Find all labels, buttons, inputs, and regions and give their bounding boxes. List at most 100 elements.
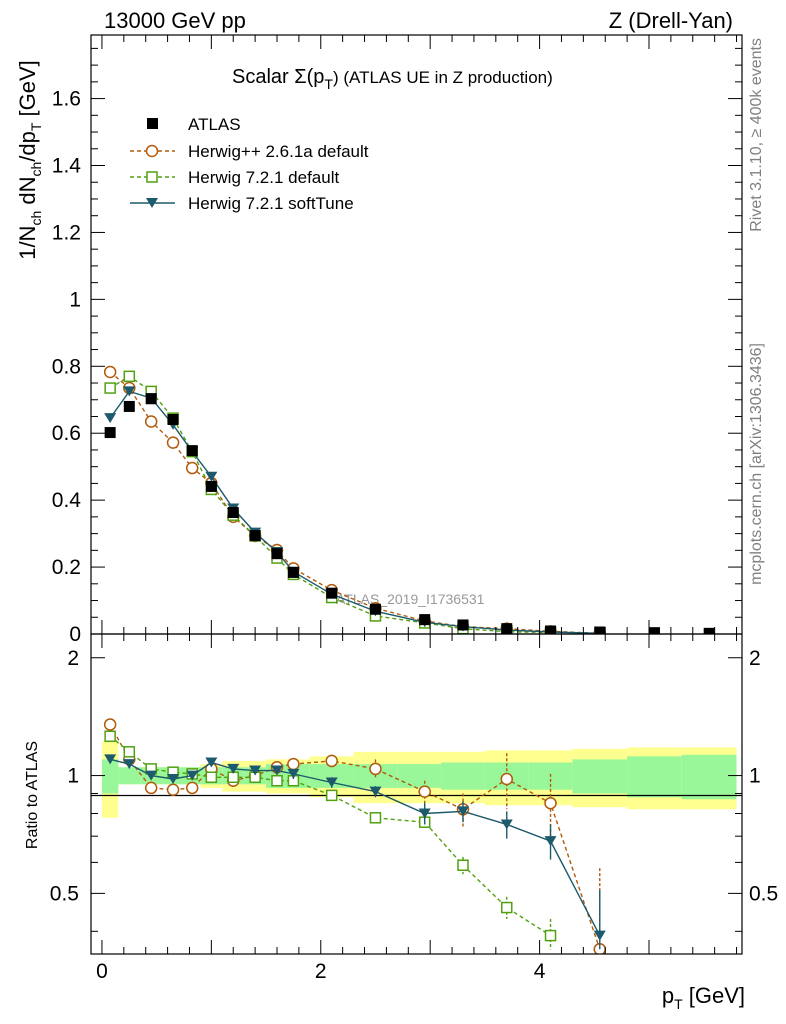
main-panel-series [103, 365, 715, 634]
ratio-point-herwig-7-2-1-softtune-9 [287, 768, 300, 779]
main-point-atlas-12 [419, 614, 431, 626]
main-point-atlas-16 [594, 626, 606, 634]
y-tick-label-8: 1.6 [52, 88, 81, 111]
main-point-atlas-17 [648, 627, 660, 634]
ratio-panel-frame [90, 633, 743, 955]
ratio-point-herwig-7-2-1-softtune-2 [145, 770, 158, 781]
ratio-point-herwig-2-6-1a-default-4 [185, 781, 199, 795]
main-point-herwig-2-6-1a-default-2 [144, 415, 158, 428]
main-point-herwig-7-2-1-default-0 [104, 382, 116, 394]
main-point-herwig-2-6-1a-default-0 [103, 365, 117, 379]
main-point-atlas-15 [545, 625, 557, 634]
ratio-point-herwig-7-2-1-default-5 [205, 771, 218, 784]
main-point-atlas-10 [326, 587, 338, 599]
ratio-y-tick-label-left-0: 0.5 [50, 882, 79, 905]
ratio-panel-series [103, 718, 607, 954]
y-tick-label-4: 0.8 [52, 355, 81, 378]
main-point-herwig-2-6-1a-default-4 [185, 461, 199, 475]
legend-label-herwig7-softtune: Herwig 7.2.1 softTune [188, 194, 354, 213]
main-point-atlas-14 [501, 623, 513, 634]
main-point-atlas-8 [271, 548, 283, 560]
main-point-atlas-13 [457, 619, 469, 631]
legend-marker-atlas [147, 118, 158, 129]
ratio-point-herwig-7-2-1-softtune-10 [325, 777, 338, 788]
ratio-point-herwig-2-6-1a-default-14 [500, 772, 514, 786]
y-axis-title-c-sub: T [28, 122, 44, 131]
axis-tick-labels: 0 2 400.20.40.60.811.21.41.60.5 0.51 12 2 [50, 88, 778, 983]
ratio-point-herwig-7-2-1-softtune-15 [544, 836, 557, 847]
y-tick-label-7: 1.4 [52, 155, 82, 178]
main-point-atlas-9 [287, 566, 299, 578]
x-tick-label-0: 0 [96, 960, 108, 983]
x-axis-title-unit: [GeV] [683, 983, 745, 1008]
y-axis-title-d: [GeV] [15, 60, 40, 122]
ratio-point-herwig-7-2-1-softtune-0 [104, 754, 117, 765]
main-point-atlas-1 [123, 400, 135, 412]
ratio-point-herwig-7-2-1-default-1 [123, 746, 136, 758]
main-point-atlas-18 [703, 627, 715, 634]
legend-marker-herwigpp [145, 144, 159, 158]
main-point-atlas-6 [227, 507, 239, 519]
y-axis-title-a-sub: ch [28, 211, 44, 226]
ratio-point-herwig-7-2-1-softtune-3 [167, 773, 180, 784]
ratio-point-herwig-2-6-1a-default-11 [369, 762, 382, 776]
ratio-point-herwig-2-6-1a-default-12 [418, 785, 431, 798]
band-inner-10 [309, 764, 354, 788]
ratio-point-herwig-2-6-1a-default-2 [144, 781, 158, 795]
main-point-atlas-0 [104, 427, 116, 439]
plot-title-prefix: Scalar Σ(p [232, 66, 324, 88]
ratio-point-herwig-7-2-1-default-11 [369, 812, 382, 824]
x-axis-title: pT [GeV] [662, 983, 745, 1012]
legend-marker-herwig7-softtune [146, 198, 158, 208]
plot-title: Scalar Σ(pT) (ATLAS UE in Z production) [232, 66, 553, 92]
ratio-point-herwig-7-2-1-default-0 [104, 730, 116, 743]
side-rivet-label: Rivet 3.1.10, ≥ 400k events [748, 38, 765, 232]
side-mcplots-label: mcplots.cern.ch [arXiv:1306.3436] [748, 343, 765, 585]
band-inner-17 [627, 756, 682, 798]
x-tick-label-1: 2 [315, 960, 327, 983]
plot-title-sub: T [324, 76, 333, 92]
ratio-y-tick-label-right-1: 1 [749, 765, 761, 788]
ratio-y-tick-label-left-2: 2 [67, 647, 79, 670]
ratio-point-herwig-7-2-1-softtune-12 [418, 808, 431, 819]
ratio-point-herwig-2-6-1a-default-15 [544, 796, 557, 810]
main-series-atlas [104, 393, 715, 634]
ratio-y-tick-label-right-0: 0.5 [749, 882, 778, 905]
ratio-point-herwig-7-2-1-softtune-16 [593, 930, 606, 941]
y-tick-label-0: 0 [69, 623, 81, 646]
main-point-herwig-7-2-1-softtune-5 [205, 471, 218, 482]
x-axis-title-main: p [662, 983, 674, 1008]
ratio-point-herwig-2-6-1a-default-3 [166, 783, 180, 796]
ratio-point-herwig-7-2-1-default-15 [544, 929, 557, 942]
main-point-herwig-7-2-1-softtune-0 [104, 413, 117, 424]
plot-title-suffix: ) (ATLAS UE in Z production) [333, 68, 553, 87]
ratio-point-herwig-7-2-1-default-8 [271, 774, 283, 787]
ratio-point-herwig-2-6-1a-default-10 [325, 754, 338, 768]
ratio-point-herwig-7-2-1-softtune-7 [249, 765, 262, 776]
legend-label-atlas: ATLAS [188, 115, 241, 134]
ratio-point-herwig-7-2-1-softtune-1 [123, 759, 136, 770]
y-tick-label-3: 0.6 [52, 422, 81, 445]
ratio-point-herwig-7-2-1-softtune-4 [186, 770, 199, 781]
y-axis-title-b: dN [15, 177, 40, 211]
ratio-point-herwig-7-2-1-softtune-14 [500, 819, 513, 830]
main-point-herwig-2-6-1a-default-3 [166, 436, 180, 449]
main-point-herwig-7-2-1-softtune-1 [123, 386, 136, 397]
ratio-point-herwig-2-6-1a-default-9 [287, 757, 300, 771]
legend-label-herwigpp: Herwig++ 2.6.1a default [188, 142, 369, 161]
y-tick-label-2: 0.4 [52, 489, 82, 512]
ratio-y-tick-label-right-2: 2 [749, 647, 761, 670]
legend-marker-herwig7-default [146, 171, 158, 183]
ratio-point-herwig-7-2-1-default-10 [325, 789, 338, 802]
y-tick-label-1: 0.2 [52, 556, 81, 579]
band-inner-0 [101, 759, 119, 794]
ratio-point-herwig-7-2-1-softtune-6 [227, 763, 240, 774]
x-axis-title-sub: T [674, 996, 683, 1012]
band-inner-13 [441, 762, 485, 790]
band-inner-1 [118, 767, 141, 785]
ratio-point-herwig-7-2-1-softtune-13 [457, 806, 469, 817]
axis-ticks [91, 35, 742, 954]
band-inner-16 [572, 759, 628, 794]
main-line-herwig-7-2-1-default [109, 375, 551, 634]
